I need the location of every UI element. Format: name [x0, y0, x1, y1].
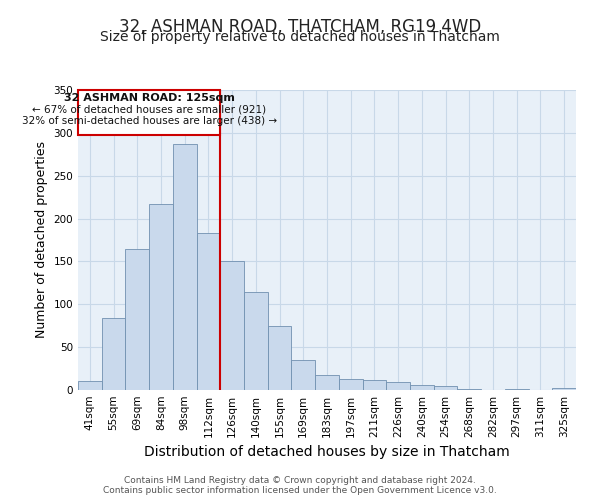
Text: ← 67% of detached houses are smaller (921): ← 67% of detached houses are smaller (92… [32, 104, 266, 115]
Text: Contains HM Land Registry data © Crown copyright and database right 2024.: Contains HM Land Registry data © Crown c… [124, 476, 476, 485]
Bar [244, 292, 268, 390]
Bar [102, 318, 125, 390]
Text: Size of property relative to detached houses in Thatcham: Size of property relative to detached ho… [100, 30, 500, 44]
Bar [197, 233, 220, 390]
X-axis label: Distribution of detached houses by size in Thatcham: Distribution of detached houses by size … [144, 446, 510, 460]
Bar [457, 389, 481, 390]
FancyBboxPatch shape [78, 90, 220, 134]
Bar [386, 382, 410, 390]
Bar [220, 262, 244, 390]
Text: 32% of semi-detached houses are larger (438) →: 32% of semi-detached houses are larger (… [22, 116, 277, 126]
Bar [173, 144, 197, 390]
Bar [339, 379, 362, 390]
Bar [125, 250, 149, 390]
Bar [149, 204, 173, 390]
Text: Contains public sector information licensed under the Open Government Licence v3: Contains public sector information licen… [103, 486, 497, 495]
Bar [292, 360, 315, 390]
Bar [434, 386, 457, 390]
Bar [362, 380, 386, 390]
Bar [552, 388, 576, 390]
Bar [505, 389, 529, 390]
Y-axis label: Number of detached properties: Number of detached properties [35, 142, 48, 338]
Bar [410, 385, 434, 390]
Bar [78, 382, 102, 390]
Bar [268, 326, 292, 390]
Text: 32, ASHMAN ROAD, THATCHAM, RG19 4WD: 32, ASHMAN ROAD, THATCHAM, RG19 4WD [119, 18, 481, 36]
Text: 32 ASHMAN ROAD: 125sqm: 32 ASHMAN ROAD: 125sqm [64, 94, 235, 104]
Bar [315, 374, 339, 390]
